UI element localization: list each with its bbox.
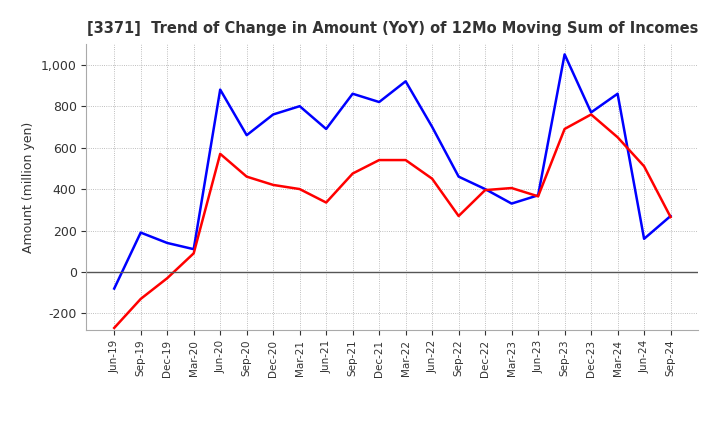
Net Income (666, 214, 675, 220)
Net Income (587, 112, 595, 117)
Ordinary Income (243, 132, 251, 138)
Net Income (560, 126, 569, 132)
Ordinary Income (454, 174, 463, 179)
Net Income (348, 171, 357, 176)
Y-axis label: Amount (million yen): Amount (million yen) (22, 121, 35, 253)
Line: Net Income: Net Income (114, 114, 670, 328)
Net Income (534, 194, 542, 199)
Net Income (401, 158, 410, 163)
Ordinary Income (189, 246, 198, 252)
Net Income (295, 187, 304, 192)
Net Income (163, 275, 171, 281)
Net Income (508, 185, 516, 191)
Ordinary Income (428, 124, 436, 129)
Ordinary Income (560, 52, 569, 57)
Net Income (375, 158, 384, 163)
Ordinary Income (640, 236, 649, 242)
Ordinary Income (613, 91, 622, 96)
Ordinary Income (375, 99, 384, 105)
Ordinary Income (269, 112, 277, 117)
Net Income (640, 164, 649, 169)
Title: [3371]  Trend of Change in Amount (YoY) of 12Mo Moving Sum of Incomes: [3371] Trend of Change in Amount (YoY) o… (86, 21, 698, 36)
Ordinary Income (508, 201, 516, 206)
Ordinary Income (322, 126, 330, 132)
Ordinary Income (163, 240, 171, 246)
Net Income (189, 251, 198, 256)
Net Income (428, 176, 436, 181)
Net Income (481, 187, 490, 193)
Net Income (216, 151, 225, 157)
Ordinary Income (481, 187, 490, 192)
Ordinary Income (110, 286, 119, 291)
Net Income (454, 213, 463, 219)
Ordinary Income (216, 87, 225, 92)
Ordinary Income (666, 213, 675, 219)
Net Income (110, 325, 119, 330)
Net Income (322, 200, 330, 205)
Net Income (613, 135, 622, 140)
Net Income (269, 182, 277, 187)
Net Income (136, 296, 145, 301)
Ordinary Income (534, 193, 542, 198)
Net Income (243, 174, 251, 179)
Ordinary Income (295, 103, 304, 109)
Ordinary Income (401, 79, 410, 84)
Ordinary Income (587, 110, 595, 115)
Line: Ordinary Income: Ordinary Income (114, 55, 670, 289)
Ordinary Income (136, 230, 145, 235)
Ordinary Income (348, 91, 357, 96)
